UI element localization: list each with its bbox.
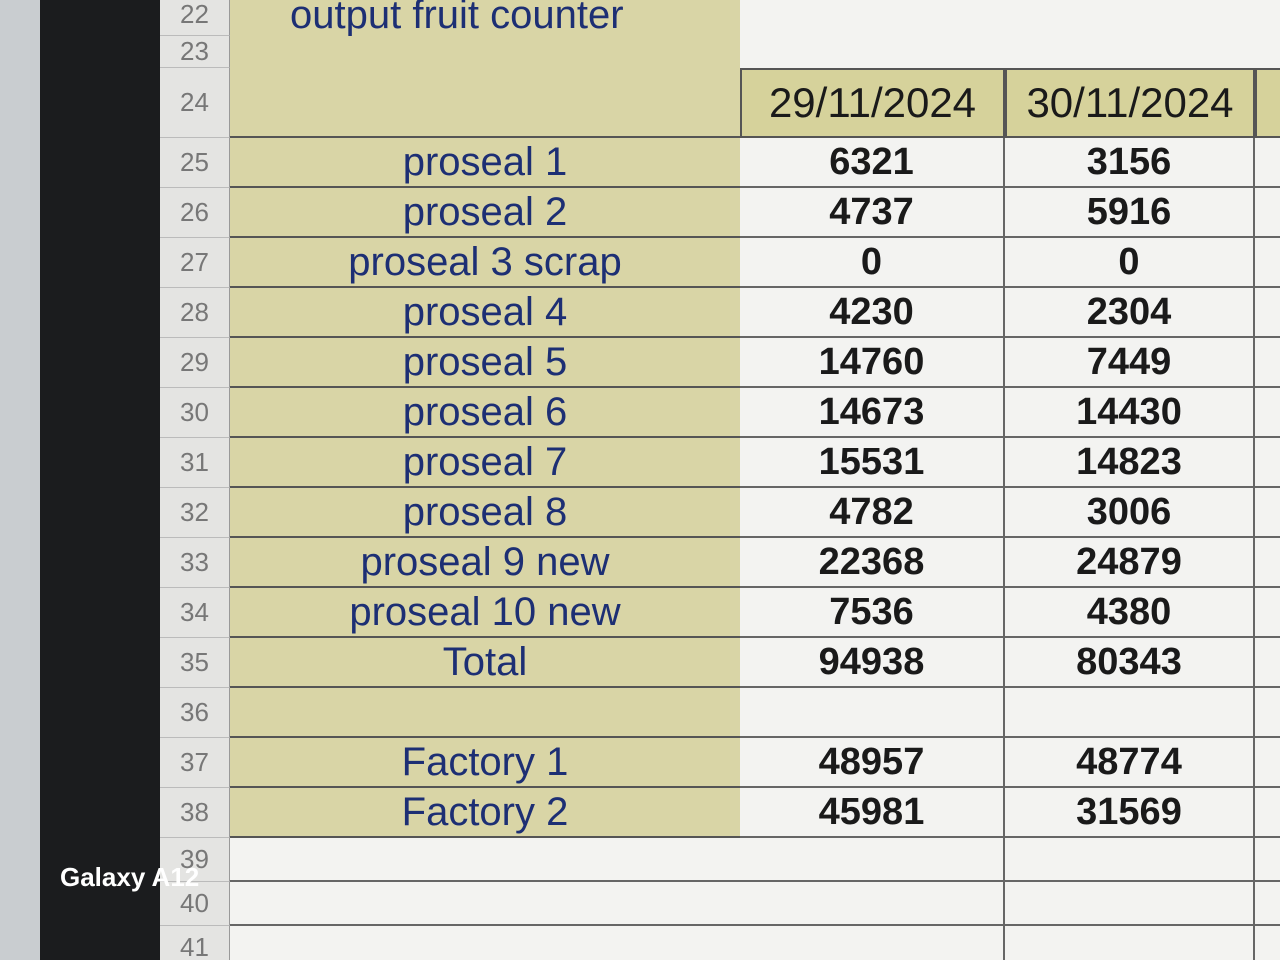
empty-cell [740,838,1005,882]
empty-cell [1255,238,1280,288]
row-number: 28 [160,288,230,338]
value-cell: 0 [1005,238,1255,288]
row-label: proseal 7 [230,438,740,488]
empty-cell [740,0,1280,68]
row-number: 31 [160,438,230,488]
value-cell: 0 [740,238,1005,288]
date-header: 29/11/2024 [740,68,1005,138]
row-label: Factory 2 [230,788,740,838]
empty-cell [740,926,1005,960]
value-cell: 4230 [740,288,1005,338]
row-label: proseal 5 [230,338,740,388]
spreadsheet: 22 23 24 25 26 27 28 29 30 31 32 33 34 35 36 37 38 39 40 41… [160,0,1280,960]
label-cell [230,36,740,138]
row-label: proseal 3 scrap [230,238,740,288]
value-cell: 7449 [1005,338,1255,388]
monitor-bezel [40,0,160,960]
row-label: proseal 10 new [230,588,740,638]
value-cell: 24879 [1005,538,1255,588]
empty-cell [1255,338,1280,388]
row-number: 22 [160,0,230,36]
empty-cell [1255,388,1280,438]
row-number: 27 [160,238,230,288]
empty-cell [1255,838,1280,882]
value-cell: 7536 [740,588,1005,638]
row-label: proseal 4 [230,288,740,338]
empty-cell [1255,138,1280,188]
empty-cell [1255,188,1280,238]
background-wall [0,0,40,960]
value-cell: 80343 [1005,638,1255,688]
empty-cell [230,838,740,882]
empty-cell [230,882,740,926]
empty-cell [1255,882,1280,926]
row-label: Total [230,638,740,688]
row-number: 41 [160,926,230,960]
value-cell: 31569 [1005,788,1255,838]
empty-cell [1255,588,1280,638]
row-number: 37 [160,738,230,788]
row-number: 39 [160,838,230,882]
empty-cell [1005,926,1255,960]
value-cell: 14823 [1005,438,1255,488]
empty-cell [1255,538,1280,588]
row-number: 32 [160,488,230,538]
row-label: proseal 8 [230,488,740,538]
value-cell: 5916 [1005,188,1255,238]
empty-cell [740,688,1005,738]
value-cell: 4782 [740,488,1005,538]
value-cell: 14760 [740,338,1005,388]
empty-cell [230,926,740,960]
value-cell: 22368 [740,538,1005,588]
empty-cell [1255,288,1280,338]
row-label: Factory 1 [230,738,740,788]
row-label: proseal 2 [230,188,740,238]
row-number: 30 [160,388,230,438]
row-number: 36 [160,688,230,738]
empty-cell [1255,438,1280,488]
value-cell: 3156 [1005,138,1255,188]
row-number: 29 [160,338,230,388]
value-cell: 3006 [1005,488,1255,538]
row-label: proseal 1 [230,138,740,188]
row-number: 25 [160,138,230,188]
row-number: 23 [160,36,230,68]
empty-cell [1255,926,1280,960]
empty-cell [1005,688,1255,738]
row-number: 34 [160,588,230,638]
date-header: 30/11/2024 [1005,68,1255,138]
date-header-partial [1255,68,1280,138]
empty-cell [740,882,1005,926]
value-cell: 6321 [740,138,1005,188]
empty-cell [1005,838,1255,882]
value-cell: 45981 [740,788,1005,838]
empty-cell [1255,488,1280,538]
value-cell: 14430 [1005,388,1255,438]
row-number: 26 [160,188,230,238]
value-cell: 2304 [1005,288,1255,338]
empty-cell [1255,638,1280,688]
row-number: 40 [160,882,230,926]
value-cell: 14673 [740,388,1005,438]
row-number: 24 [160,68,230,138]
empty-cell [1255,788,1280,838]
value-cell: 94938 [740,638,1005,688]
row-number: 38 [160,788,230,838]
value-cell: 15531 [740,438,1005,488]
label-cell [230,688,740,738]
empty-cell [1005,882,1255,926]
value-cell: 48774 [1005,738,1255,788]
value-cell: 48957 [740,738,1005,788]
empty-cell [1255,688,1280,738]
value-cell: 4737 [740,188,1005,238]
camera-watermark: Galaxy A12 [60,862,200,892]
row-label: proseal 9 new [230,538,740,588]
value-cell: 4380 [1005,588,1255,638]
sheet-title: output fruit counter [230,0,740,37]
row-number: 35 [160,638,230,688]
row-number: 33 [160,538,230,588]
empty-cell [1255,738,1280,788]
row-label: proseal 6 [230,388,740,438]
